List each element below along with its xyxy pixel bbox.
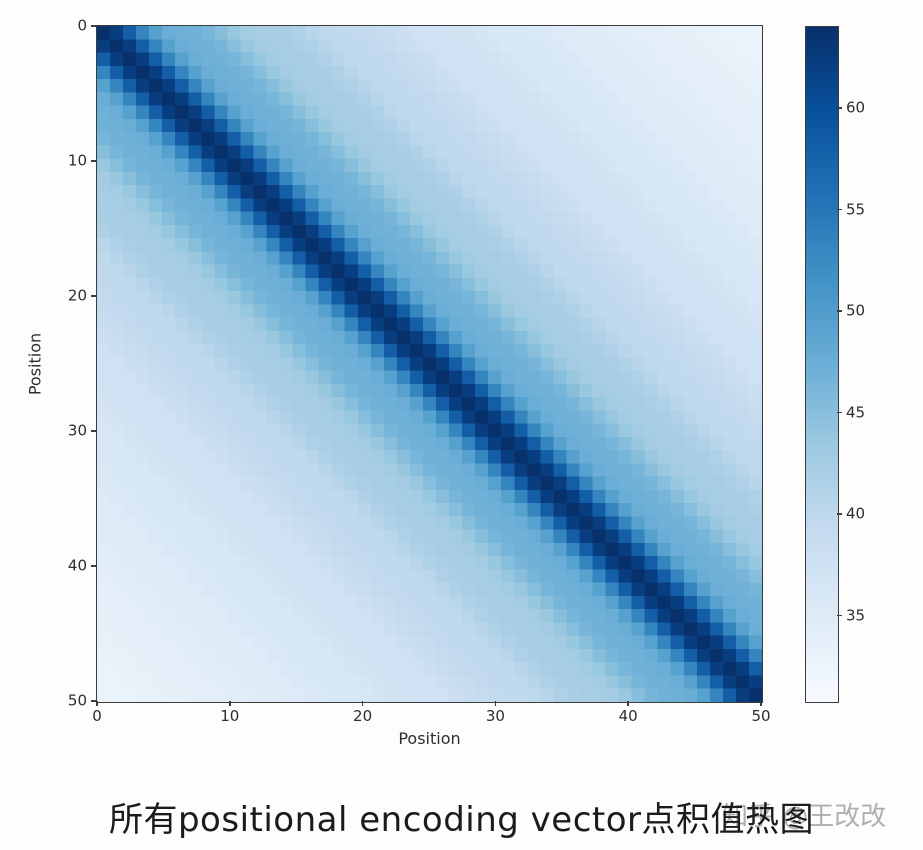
heatmap-image	[97, 26, 762, 702]
x-axis-label: Position	[398, 729, 461, 748]
y-axis-label: Position	[25, 332, 45, 396]
y-tick-label-mark	[91, 295, 96, 297]
x-tick-label-mark	[96, 701, 98, 706]
caption: 所有positional encoding vector点积值热图	[108, 800, 815, 840]
y-tick-label-mark	[91, 565, 96, 567]
cb-tick-label: 55	[846, 200, 866, 219]
cb-tick-label-mark	[837, 107, 842, 109]
cb-tick-label-mark	[837, 310, 842, 312]
cb-tick-label-mark	[837, 614, 842, 617]
x-tick-label: 50	[751, 707, 771, 725]
y-tick-label: 0	[77, 16, 87, 35]
caption-row: 知乎 @王改改 所有positional encoding vector点积值热…	[0, 792, 923, 842]
cb-tick-label: 60	[846, 98, 866, 117]
y-tick-label: 20	[67, 286, 87, 305]
y-tick-label: 40	[67, 556, 87, 575]
y-tick-label-mark	[91, 700, 96, 702]
x-tick-label-mark	[627, 701, 629, 706]
colorbar: 35 40 45 50 55 60	[805, 26, 865, 703]
x-tick-label: 0	[92, 707, 102, 725]
x-tick-label: 40	[618, 707, 638, 725]
x-tick-label: 10	[220, 707, 240, 725]
cb-tick-label: 45	[846, 403, 866, 422]
cb-tick-label-mark	[837, 513, 842, 515]
y-tick-label: 10	[67, 151, 87, 170]
x-tick-label-mark	[361, 701, 364, 706]
x-tick-label: 20	[353, 707, 373, 725]
cb-tick-label: 50	[846, 301, 866, 320]
x-tick-label-mark	[229, 701, 231, 706]
x-tick-label: 30	[485, 707, 505, 725]
y-tick-label-mark	[91, 160, 96, 162]
x-tick-label-mark	[494, 701, 497, 706]
cb-tick-label: 40	[846, 504, 866, 523]
cb-tick-label-mark	[837, 411, 842, 414]
y-tick-label-mark	[91, 430, 96, 432]
y-tick-label: 50	[67, 691, 87, 710]
x-tick-label-mark	[760, 701, 762, 706]
heatmap-plot: 0 10 20 30 40 50 0 10 20 30 40 50 Position Positio…	[26, 18, 771, 748]
watermark: 知乎 @王改改	[722, 802, 887, 832]
y-tick-label: 30	[67, 421, 87, 440]
y-tick-label-mark	[91, 25, 96, 27]
colorbar-gradient	[806, 27, 838, 702]
cb-tick-label-mark	[837, 208, 842, 211]
cb-tick-label: 35	[846, 606, 866, 625]
